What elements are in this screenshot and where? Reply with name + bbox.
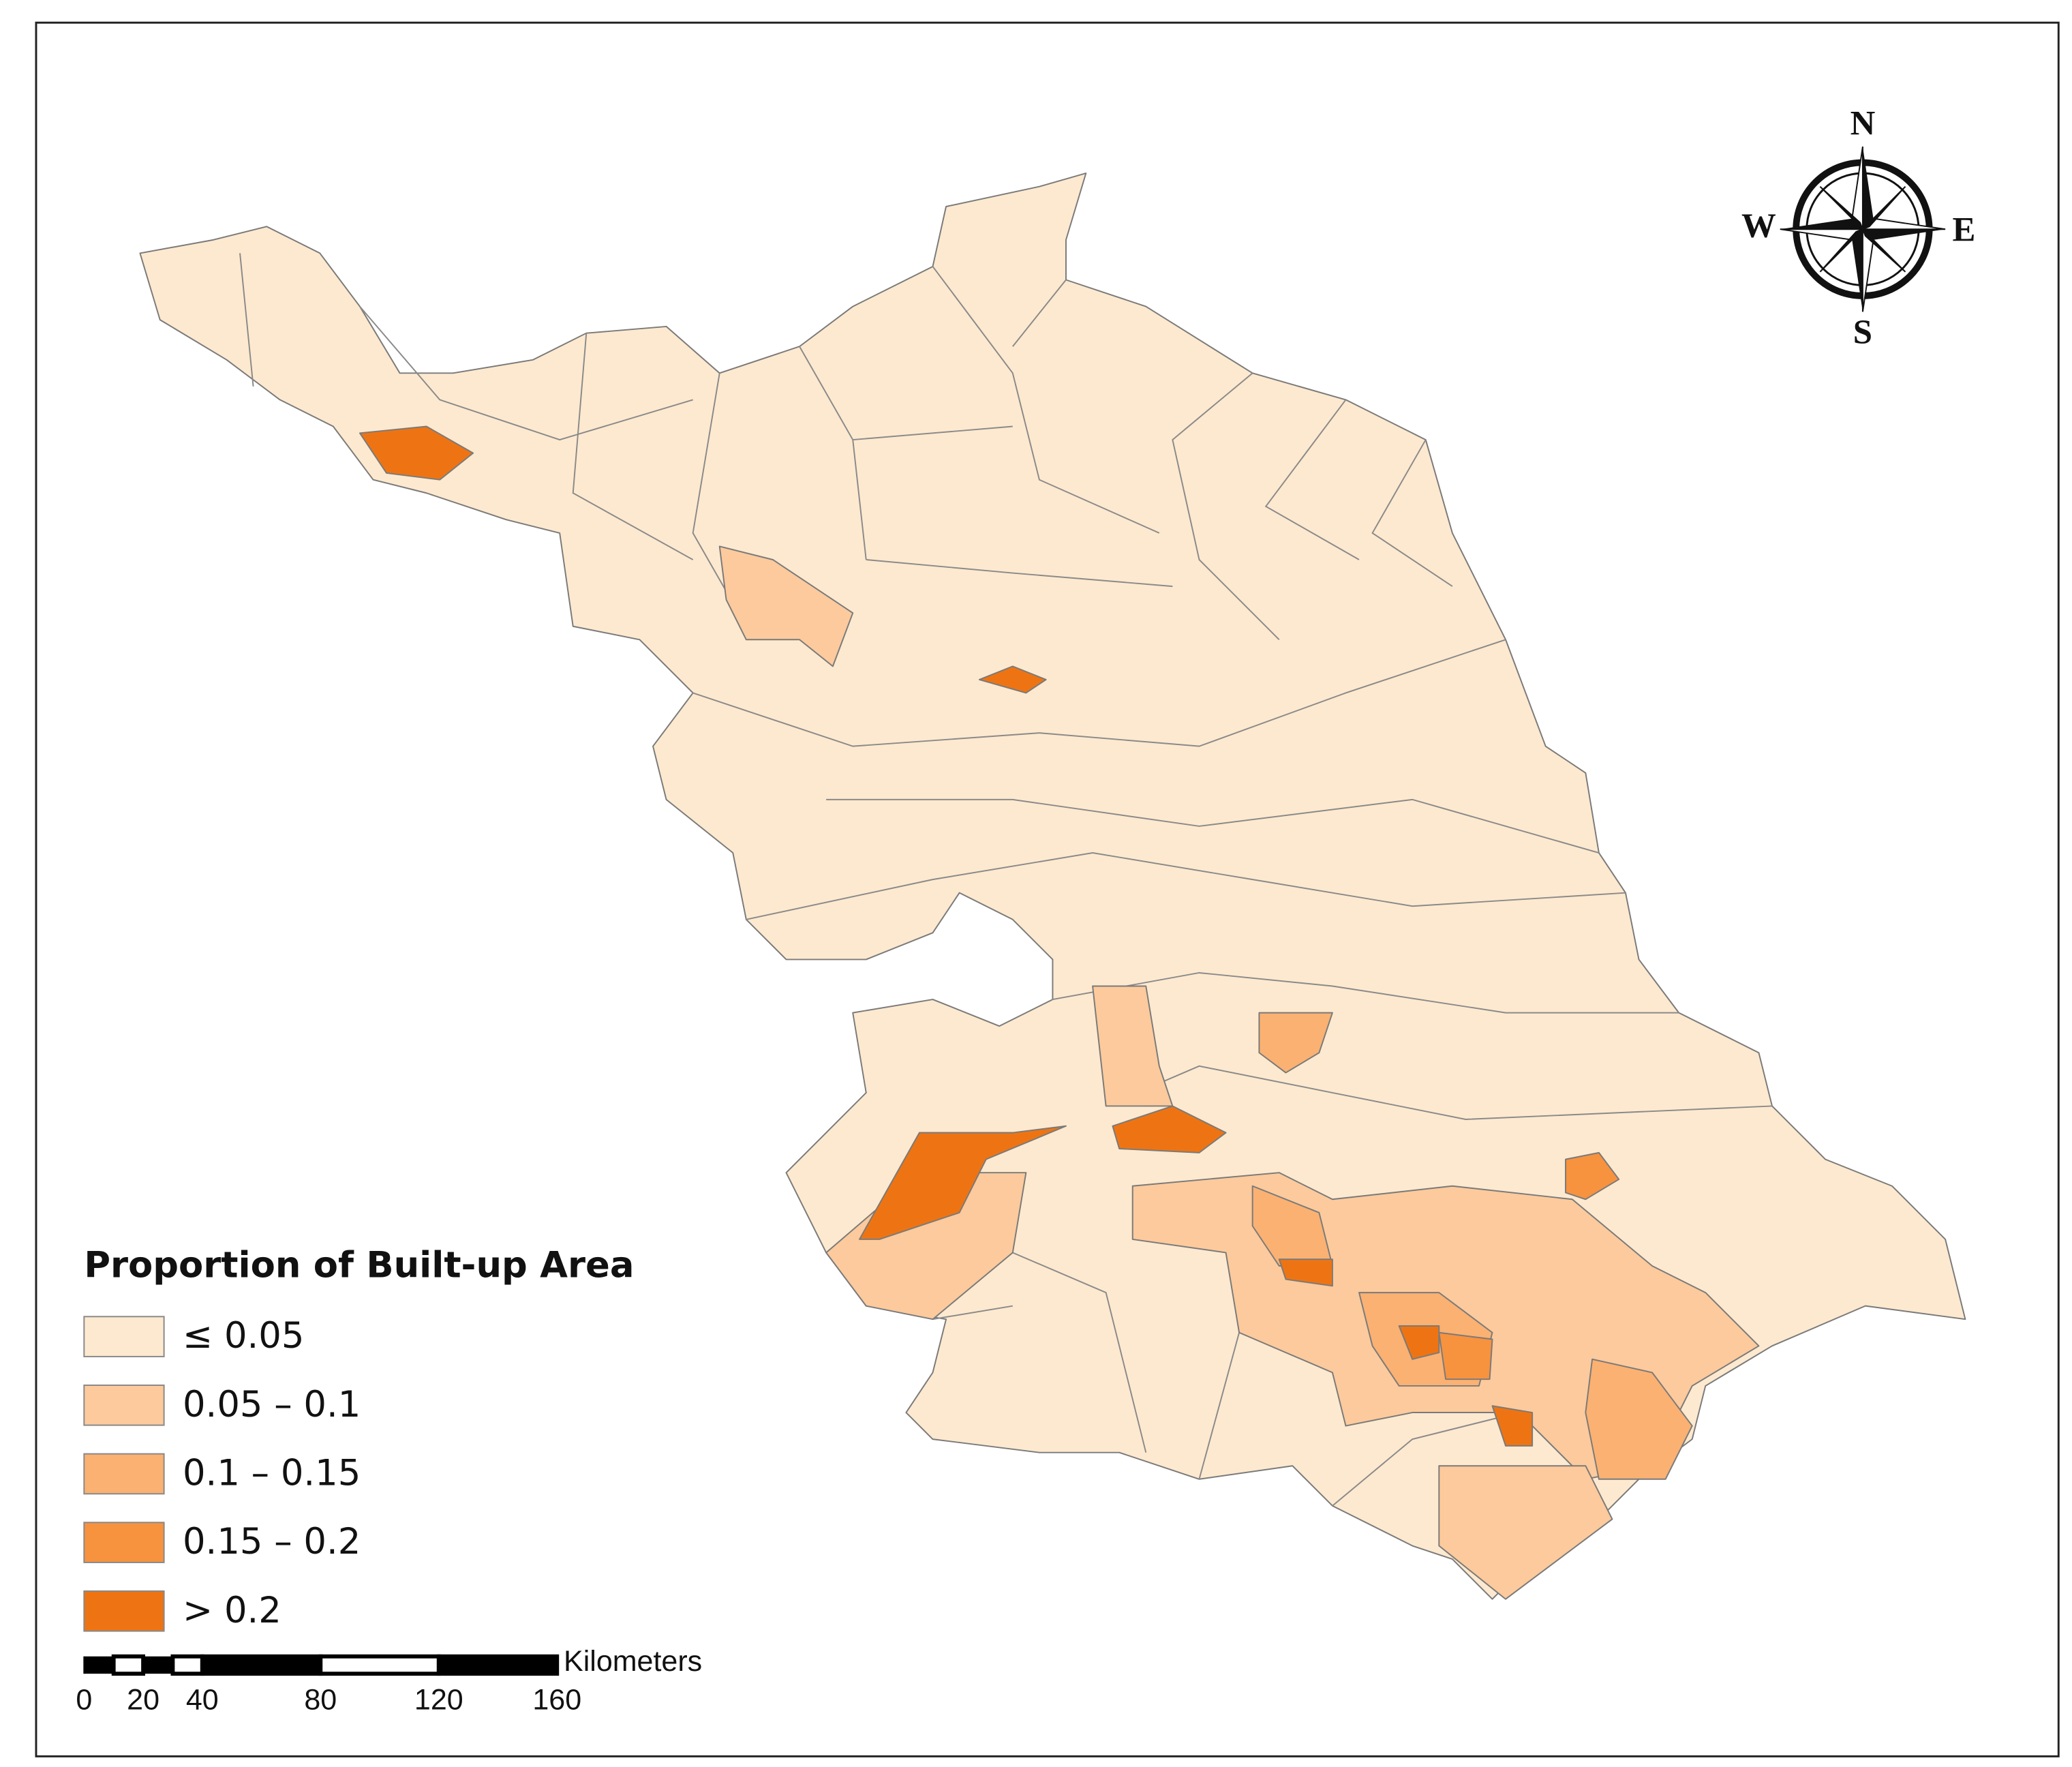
region [1258,1012,1333,1074]
scale-segment [318,1654,441,1676]
region [1278,1258,1333,1287]
region [359,425,474,481]
region [718,545,854,667]
scale-segment [84,1656,114,1674]
region [978,665,1047,694]
scale-segment [143,1656,173,1674]
compass-west: W [1741,207,1776,245]
legend-label: > 0.2 [183,1590,281,1631]
region [1491,1405,1534,1447]
map-regions [139,172,1966,1600]
legend-swatch [83,1590,165,1632]
region [859,1125,1067,1240]
compass: N S W E [1741,104,1975,351]
legend-title: Proportion of Built-up Area [84,1245,634,1286]
region [1092,985,1174,1107]
scale-bar: 0 20 40 80 120 160 Kilometers [76,1645,702,1717]
scale-segment [436,1654,560,1676]
legend: ≤ 0.05 0.05 – 0.1 0.1 – 0.15 0.15 – 0.2 > 0.… [83,1315,361,1632]
compass-east: E [1953,211,1976,249]
legend-swatch [83,1522,165,1563]
region [1398,1325,1440,1360]
region [1112,1105,1227,1153]
region [1585,1358,1693,1480]
legend-swatch [83,1453,165,1495]
region [1565,1151,1620,1200]
legend-label: 0.15 – 0.2 [183,1521,361,1562]
compass-south: S [1853,313,1872,351]
legend-label: ≤ 0.05 [183,1315,304,1357]
scale-tick-label: 160 [532,1684,581,1717]
legend-label: 0.1 – 0.15 [183,1453,361,1494]
scale-tick-label: 20 [127,1684,159,1717]
legend-swatch [83,1316,165,1357]
scale-segment [111,1654,146,1676]
compass-north: N [1850,104,1876,142]
scale-tick-label: 80 [304,1684,337,1717]
district-boundaries [239,253,1773,1507]
region [1438,1331,1493,1380]
scale-segment [170,1654,204,1676]
scale-tick-label: 0 [76,1684,92,1717]
region [1438,1465,1613,1600]
legend-swatch [83,1384,165,1426]
compass-star [1819,185,1906,273]
scale-tick-label: 120 [414,1684,463,1717]
scale-unit: Kilometers [564,1645,702,1678]
legend-label: 0.05 – 0.1 [183,1384,361,1425]
scale-tick-label: 40 [186,1684,219,1717]
scale-segment [200,1654,323,1676]
